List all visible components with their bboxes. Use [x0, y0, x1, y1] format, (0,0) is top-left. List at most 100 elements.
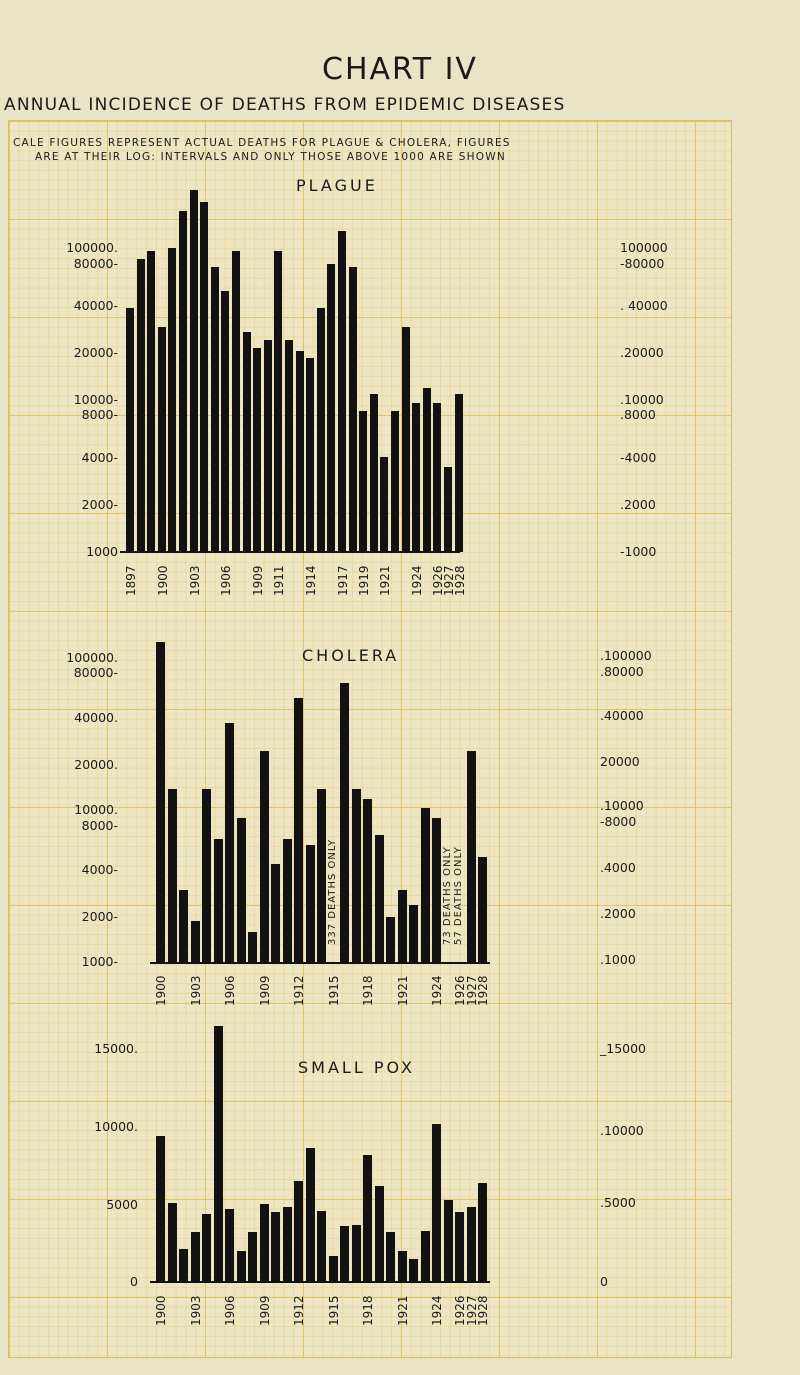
data-bar — [328, 1255, 338, 1282]
cholera-x-axis — [150, 962, 490, 964]
data-bar — [202, 1213, 211, 1282]
x-tick-label: 1909 — [257, 1295, 272, 1326]
data-bar — [338, 230, 346, 552]
y-tick-right: -4000 — [620, 450, 657, 465]
smallpox-title: SMALL POX — [298, 1058, 415, 1077]
data-bar — [374, 834, 384, 963]
data-bar — [248, 931, 257, 963]
data-bar — [157, 327, 166, 552]
graph-paper: CALE FIGURES REPRESENT ACTUAL DEATHS FOR… — [8, 120, 732, 1358]
data-bar — [351, 1224, 361, 1282]
y-tick-left: 0 — [130, 1274, 138, 1289]
data-bar — [213, 839, 223, 963]
data-bar — [282, 1207, 292, 1282]
y-tick-right: .10000 — [620, 392, 664, 407]
data-bar — [236, 1250, 246, 1282]
cholera-chart: CHOLERA 100000. 80000- 40000. 20000. 10000. 8… — [66, 641, 652, 1006]
scale-note-line1: CALE FIGURES REPRESENT ACTUAL DEATHS FOR… — [13, 137, 511, 149]
y-tick-right: 0 — [600, 1274, 608, 1289]
data-bar — [236, 817, 246, 963]
y-tick-right: .8000 — [620, 407, 656, 422]
x-tick-label: 1921 — [395, 1295, 410, 1326]
data-bar — [179, 211, 187, 552]
data-bar — [167, 788, 177, 963]
data-bar — [386, 1232, 395, 1282]
data-bar — [443, 1199, 453, 1282]
y-tick-left: 4000- — [81, 450, 118, 465]
plague-title: PLAGUE — [296, 176, 378, 195]
data-bar — [466, 750, 476, 963]
data-bar — [242, 332, 251, 552]
cholera-title: CHOLERA — [302, 646, 400, 665]
data-bar — [432, 817, 441, 963]
data-bar — [282, 839, 292, 963]
data-bar — [317, 788, 326, 963]
data-bar — [455, 1212, 464, 1282]
y-tick-right: .10000 — [600, 1123, 644, 1138]
y-tick-left: 80000- — [73, 665, 118, 680]
data-bar — [259, 1204, 269, 1282]
data-bar — [274, 251, 283, 552]
data-bar — [126, 308, 134, 552]
y-tick-right: .4000 — [600, 860, 636, 875]
smallpox-x-axis — [150, 1281, 490, 1283]
data-bar — [401, 327, 410, 552]
y-tick-right: .20000 — [620, 345, 664, 360]
data-bar — [409, 1258, 418, 1282]
y-tick-right: .2000 — [600, 906, 636, 921]
data-bar — [147, 251, 156, 552]
x-tick-label: 1918 — [361, 1295, 375, 1326]
data-bar — [454, 393, 463, 552]
data-bar — [285, 339, 293, 552]
data-bar — [432, 1123, 441, 1282]
data-bar — [340, 1226, 349, 1282]
data-bar — [466, 1207, 476, 1282]
data-bar — [359, 410, 368, 552]
data-bar — [420, 1230, 430, 1282]
data-bar — [295, 351, 304, 552]
y-tick-right: -80000 — [620, 256, 665, 271]
data-bar — [374, 1185, 384, 1282]
data-bar — [189, 190, 198, 552]
y-tick-left: 10000. — [74, 802, 118, 817]
data-bar — [433, 403, 442, 552]
y-tick-left: 2000- — [81, 909, 118, 924]
data-bar — [348, 266, 357, 552]
data-bar — [397, 1250, 407, 1282]
data-bar — [444, 467, 452, 552]
data-bar — [190, 1232, 200, 1282]
x-tick-label: 1924 — [430, 1295, 444, 1326]
data-bar — [225, 1208, 234, 1282]
data-bar — [478, 1182, 487, 1282]
y-tick-left: 10000. — [94, 1119, 138, 1134]
y-tick-left: 100000. — [66, 650, 118, 665]
y-tick-right: 100000 — [620, 240, 668, 255]
data-bar — [156, 641, 165, 963]
plague-x-axis — [120, 551, 460, 553]
y-tick-right: _15000 — [600, 1041, 647, 1056]
data-bar — [478, 856, 487, 963]
data-bar — [167, 1202, 177, 1282]
data-bar — [179, 890, 188, 963]
data-bar — [305, 844, 315, 963]
y-tick-left: 40000- — [73, 298, 118, 313]
data-bar — [263, 339, 272, 552]
data-bar — [316, 308, 325, 552]
y-tick-left: 8000- — [81, 407, 118, 422]
x-tick-label: 1928 — [476, 1295, 490, 1326]
y-tick-left: 15000. — [94, 1041, 138, 1056]
chart-title: CHART IV — [322, 52, 478, 87]
x-tick-label: 1900 — [154, 1295, 168, 1326]
data-bar — [386, 917, 395, 963]
data-bar — [294, 1181, 303, 1282]
y-tick-left: 4000- — [81, 862, 118, 877]
data-bar — [305, 1148, 315, 1282]
y-tick-left: 100000. — [66, 240, 118, 255]
data-bar — [420, 807, 430, 963]
y-tick-left: 10000- — [73, 392, 118, 407]
y-tick-right: -8000 — [600, 814, 637, 829]
data-bar — [306, 357, 315, 552]
x-tick-label: 1912 — [292, 1295, 306, 1326]
y-tick-left: 5000 — [106, 1197, 138, 1212]
y-tick-right: . 40000 — [620, 298, 668, 313]
